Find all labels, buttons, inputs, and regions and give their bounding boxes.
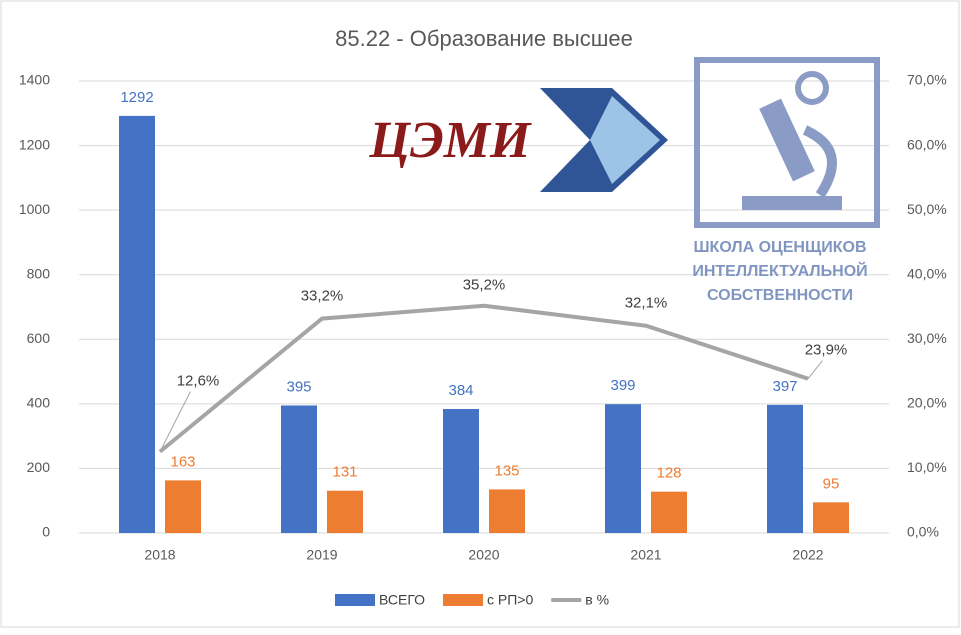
chart-title: 85.22 - Образование высшее [335, 26, 633, 51]
y-tick-label: 1000 [19, 201, 50, 217]
line-value-label: 35,2% [463, 277, 506, 294]
bar [327, 491, 363, 533]
bar-value-label: 399 [610, 377, 635, 394]
y-tick-label: 800 [27, 265, 51, 281]
bar-value-label: 163 [170, 453, 195, 470]
bar-value-label: 1292 [120, 89, 153, 106]
x-tick-label: 2020 [468, 547, 499, 563]
x-tick-label: 2019 [306, 547, 337, 563]
line-value-label: 12,6% [177, 373, 220, 390]
y-tick-label: 1400 [19, 72, 50, 88]
y2-tick-label: 70,0% [907, 72, 947, 88]
logo-line: СОБСТВЕННОСТИ [707, 287, 853, 304]
bar-value-label: 384 [448, 382, 473, 399]
bar-value-label: 131 [332, 464, 357, 481]
bar-value-label: 395 [286, 378, 311, 395]
y-tick-label: 200 [27, 459, 51, 475]
legend-label: в % [585, 592, 609, 608]
y-tick-label: 400 [27, 395, 51, 411]
legend-label: с РП>0 [487, 592, 533, 608]
x-tick-label: 2021 [630, 547, 661, 563]
line-value-label: 32,1% [625, 295, 668, 312]
y2-tick-label: 10,0% [907, 459, 947, 475]
bar [119, 116, 155, 533]
bar-value-label: 135 [494, 462, 519, 479]
y2-tick-label: 0,0% [907, 524, 939, 540]
bar [489, 489, 525, 533]
bar-value-label: 128 [656, 465, 681, 482]
bar-value-label: 397 [772, 378, 797, 395]
logo-text: ЦЭМИ [369, 112, 533, 169]
x-tick-label: 2018 [144, 547, 175, 563]
bar [443, 409, 479, 533]
y-tick-label: 600 [27, 330, 51, 346]
bar-value-label: 95 [823, 475, 840, 492]
bar [767, 405, 803, 533]
y2-tick-label: 20,0% [907, 395, 947, 411]
bar [605, 404, 641, 533]
y-tick-label: 1200 [19, 136, 50, 152]
bar [813, 502, 849, 533]
logo-base [742, 196, 842, 210]
line-value-label: 33,2% [301, 288, 344, 305]
y2-tick-label: 60,0% [907, 136, 947, 152]
y2-tick-label: 40,0% [907, 265, 947, 281]
chart: 85.22 - Образование высшее ЦЭМИ ШКОЛА ОЦ… [0, 0, 961, 630]
legend-swatch [443, 594, 483, 606]
legend-label: ВСЕГО [379, 592, 425, 608]
bar [651, 492, 687, 533]
logo-line: ШКОЛА ОЦЕНЩИКОВ [693, 239, 866, 256]
logo-line: ИНТЕЛЛЕКТУАЛЬНОЙ [692, 261, 867, 280]
x-tick-label: 2022 [792, 547, 823, 563]
line-value-label: 23,9% [805, 342, 848, 359]
legend-swatch [335, 594, 375, 606]
y2-tick-label: 30,0% [907, 330, 947, 346]
bar [165, 480, 201, 533]
y2-tick-label: 50,0% [907, 201, 947, 217]
y-tick-label: 0 [42, 524, 50, 540]
bar [281, 405, 317, 533]
